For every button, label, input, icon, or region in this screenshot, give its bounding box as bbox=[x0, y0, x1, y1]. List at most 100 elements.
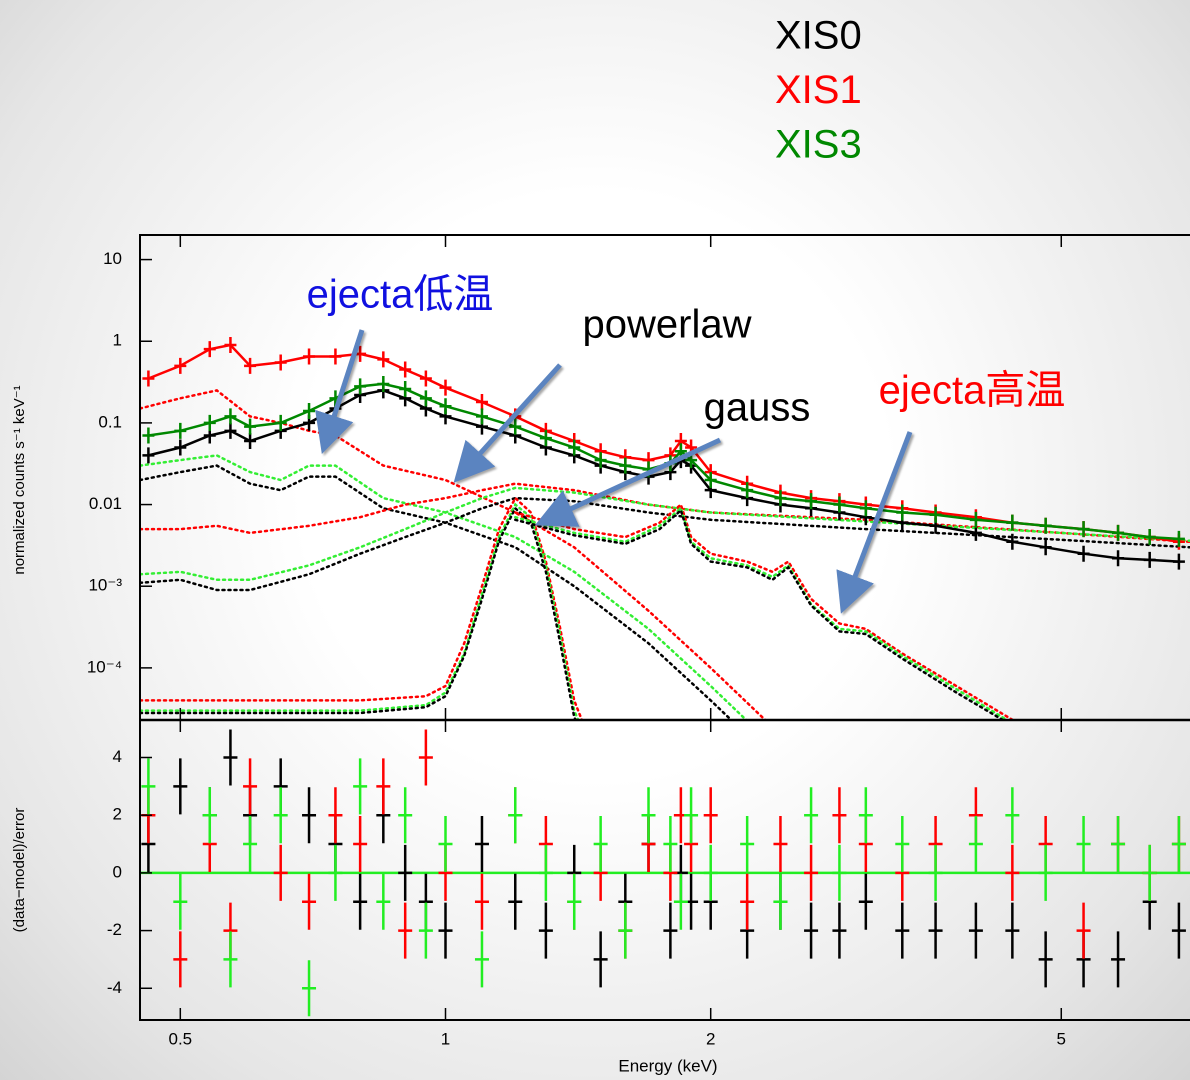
data-point bbox=[619, 457, 632, 474]
data-point bbox=[354, 378, 367, 395]
residual-point bbox=[703, 787, 718, 844]
residual-point bbox=[538, 844, 553, 901]
arrow bbox=[453, 363, 562, 483]
residual-point bbox=[663, 816, 678, 873]
data-point bbox=[203, 414, 216, 431]
residual-point bbox=[567, 873, 582, 930]
residual-point bbox=[1171, 902, 1186, 959]
y-tick-label: 0.1 bbox=[98, 412, 122, 431]
data-point bbox=[1006, 514, 1019, 531]
residual-point bbox=[773, 816, 788, 873]
data-point bbox=[1006, 533, 1019, 550]
residual-point bbox=[1111, 931, 1126, 988]
x-axis-label: Energy (keV) bbox=[618, 1056, 717, 1075]
y-tick-label: 1 bbox=[113, 331, 122, 350]
data-point bbox=[399, 381, 412, 398]
residual-point bbox=[1005, 902, 1020, 959]
data-point bbox=[399, 361, 412, 378]
component-curve bbox=[140, 496, 584, 720]
residual-point bbox=[1038, 931, 1053, 988]
residual-point bbox=[832, 844, 847, 901]
residual-point bbox=[398, 902, 413, 959]
residual-point bbox=[173, 758, 188, 815]
frame bbox=[139, 234, 1190, 1021]
data-point bbox=[142, 427, 155, 444]
data-point bbox=[833, 496, 846, 513]
residual-point bbox=[328, 844, 343, 901]
residual-point bbox=[832, 787, 847, 844]
data-point bbox=[174, 422, 187, 439]
data-point bbox=[224, 422, 237, 439]
data-point bbox=[594, 452, 607, 469]
annotation: ejecta低温 bbox=[307, 273, 494, 317]
residual-point bbox=[418, 902, 433, 959]
data-point bbox=[244, 357, 257, 374]
residual-point bbox=[418, 729, 433, 786]
data-point bbox=[1112, 550, 1125, 567]
annotation: ejecta高温 bbox=[879, 369, 1066, 413]
residual-point bbox=[1005, 787, 1020, 844]
top-panel bbox=[140, 336, 1190, 720]
residual-point bbox=[641, 787, 656, 844]
data-point bbox=[1077, 545, 1090, 562]
residual-point bbox=[353, 816, 368, 873]
residual-point bbox=[538, 902, 553, 959]
x-tick-label: 1 bbox=[441, 1029, 450, 1048]
residual-point bbox=[858, 873, 873, 930]
data-point bbox=[539, 430, 552, 447]
component-curve bbox=[514, 506, 1010, 720]
arrow bbox=[534, 437, 722, 527]
residual-point bbox=[398, 787, 413, 844]
y-tick-label: 10⁻⁴ bbox=[87, 657, 122, 676]
data-point bbox=[303, 348, 316, 365]
data-point bbox=[741, 482, 754, 499]
residual-point bbox=[302, 960, 317, 1017]
x-tick-label: 0.5 bbox=[168, 1029, 192, 1048]
residual-point bbox=[474, 931, 489, 988]
y-axis-label: normalized counts s⁻¹ keV⁻¹ bbox=[11, 385, 28, 574]
data-point bbox=[1077, 521, 1090, 538]
data-point bbox=[419, 370, 432, 387]
component-curve bbox=[140, 502, 580, 720]
y-tick-label: 0 bbox=[113, 862, 122, 881]
residual-point bbox=[673, 873, 688, 930]
annotation: powerlaw bbox=[583, 303, 752, 347]
residual-point bbox=[858, 787, 873, 844]
residual-point bbox=[328, 787, 343, 844]
y-tick-label: 10⁻³ bbox=[88, 576, 122, 595]
y-tick-label: 10 bbox=[103, 249, 122, 268]
residual-point bbox=[1076, 902, 1091, 959]
residual-point bbox=[804, 787, 819, 844]
data-point bbox=[509, 418, 522, 435]
bottom-panel bbox=[140, 729, 1190, 1017]
x-tick-label: 2 bbox=[706, 1029, 715, 1048]
model-line bbox=[148, 382, 1179, 541]
data-point bbox=[303, 402, 316, 419]
data-point bbox=[896, 504, 909, 521]
residual-point bbox=[1076, 816, 1091, 873]
residual-point bbox=[438, 902, 453, 959]
component-curve bbox=[140, 496, 1190, 592]
data-point bbox=[568, 439, 581, 456]
residual-point bbox=[703, 844, 718, 901]
residual-point bbox=[1111, 816, 1126, 873]
y-axis-label: (data−model)/error bbox=[11, 808, 28, 933]
residual-point bbox=[895, 902, 910, 959]
y-tick-label: 4 bbox=[113, 747, 122, 766]
data-point bbox=[419, 390, 432, 407]
residual-point bbox=[968, 816, 983, 873]
data-point bbox=[929, 506, 942, 523]
component-curve bbox=[140, 389, 768, 720]
component-curve bbox=[514, 508, 1006, 720]
residual-point bbox=[243, 758, 258, 815]
data-point bbox=[1143, 529, 1156, 546]
model-line bbox=[148, 389, 1179, 563]
plot-area bbox=[140, 336, 1190, 1017]
legend-entry: XIS3 bbox=[775, 123, 862, 167]
residual-point bbox=[928, 902, 943, 959]
x-tick-label: 5 bbox=[1057, 1029, 1066, 1048]
residual-point bbox=[398, 844, 413, 901]
residual-point bbox=[832, 902, 847, 959]
residual-point bbox=[474, 816, 489, 873]
